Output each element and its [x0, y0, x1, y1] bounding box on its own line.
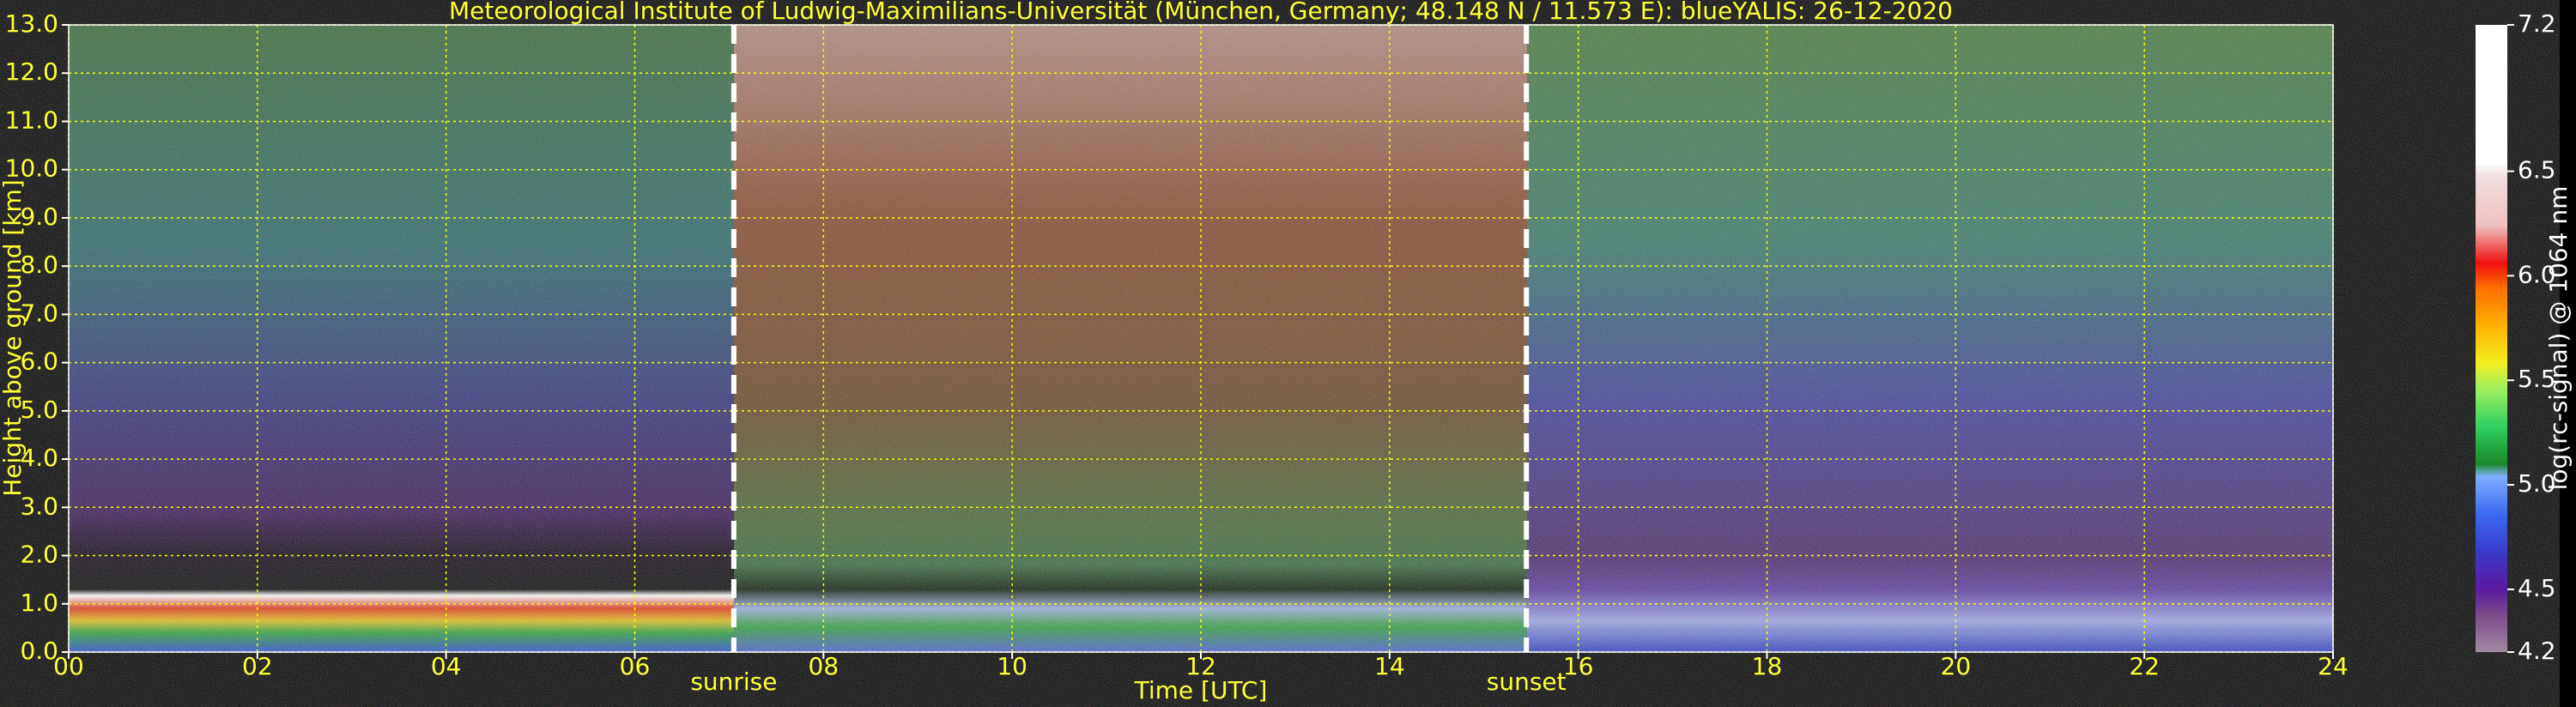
y-tick-label: 11.0 — [5, 106, 58, 134]
colorbar-label: log(rc-signal) @ 1064 nm — [2544, 186, 2573, 491]
y-tick-label: 9.0 — [20, 202, 58, 231]
x-tick-label: 08 — [809, 652, 839, 680]
x-tick-label: 14 — [1374, 652, 1405, 680]
plot-frame — [68, 24, 2334, 653]
y-tick-label: 4.0 — [20, 444, 58, 472]
colorbar — [2476, 25, 2507, 652]
annotation-label: sunrise — [690, 668, 777, 696]
y-tick-label: 7.0 — [20, 299, 58, 327]
x-tick-label: 02 — [242, 652, 273, 680]
colorbar-tick-label: 7.2 — [2518, 9, 2556, 38]
x-tick-label: 10 — [997, 652, 1027, 680]
colorbar-tick-label: 6.5 — [2518, 156, 2556, 184]
y-tick-label: 12.0 — [5, 57, 58, 86]
x-tick-label: 22 — [2129, 652, 2160, 680]
x-tick-label: 12 — [1185, 652, 1216, 680]
y-tick-label: 0.0 — [20, 637, 58, 665]
x-axis-label: Time [UTC] — [1134, 676, 1268, 704]
x-tick-label: 16 — [1563, 652, 1594, 680]
colorbar-tick-label: 4.2 — [2518, 637, 2556, 665]
x-tick-label: 20 — [1941, 652, 1972, 680]
colorbar-tick-label: 5.0 — [2518, 469, 2556, 498]
y-tick-label: 8.0 — [20, 251, 58, 279]
y-tick-label: 1.0 — [20, 589, 58, 617]
x-tick-label: 18 — [1752, 652, 1783, 680]
y-axis-label: Height above ground [km] — [0, 179, 27, 497]
annotation-label: sunset — [1487, 668, 1567, 696]
y-tick-label: 13.0 — [5, 9, 58, 38]
x-tick-label: 06 — [620, 652, 651, 680]
y-tick-label: 10.0 — [5, 154, 58, 183]
y-tick-label: 6.0 — [20, 347, 58, 376]
x-tick-label: 04 — [431, 652, 462, 680]
x-tick-label: 00 — [53, 652, 84, 680]
colorbar-tick-label: 4.5 — [2518, 574, 2556, 602]
x-tick-label: 24 — [2318, 652, 2349, 680]
y-tick-label: 2.0 — [20, 541, 58, 569]
colorbar-tick-label: 5.5 — [2518, 365, 2556, 393]
y-tick-label: 3.0 — [20, 492, 58, 520]
colorbar-tick-label: 6.0 — [2518, 260, 2556, 288]
chart-title: Meteorological Institute of Ludwig-Maxim… — [449, 0, 1953, 25]
y-tick-label: 5.0 — [20, 396, 58, 424]
